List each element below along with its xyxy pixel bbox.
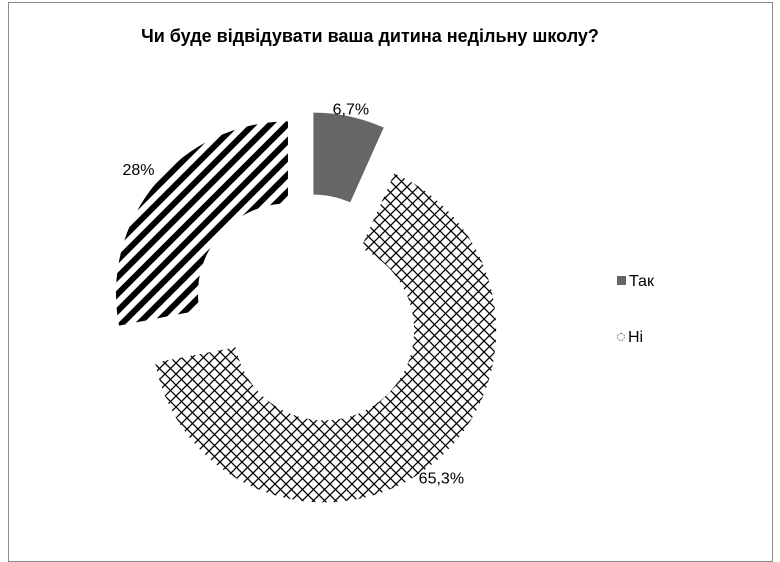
data-label-tak: 6,7% [333, 102, 369, 119]
legend-item-tak: Так [617, 272, 654, 292]
legend-label-tak: Так [629, 273, 654, 290]
slices-group [115, 112, 497, 503]
data-label-other: 28% [122, 162, 154, 179]
legend-swatch-tak [617, 276, 626, 285]
slice-tak [313, 112, 384, 203]
legend-swatch-ni [617, 333, 625, 341]
slice-other [115, 121, 288, 326]
legend-item-ni: Ні [617, 328, 643, 348]
data-label-ni: 65,3% [419, 471, 464, 488]
slice-ni [155, 173, 497, 503]
chart-plot: 6,7% 65,3% 28% [115, 102, 497, 503]
chart-title: Чи буде відвідувати ваша дитина недільну… [141, 26, 599, 46]
legend-label-ni: Ні [628, 329, 644, 346]
data-labels-group: 6,7% 65,3% 28% [122, 102, 464, 488]
